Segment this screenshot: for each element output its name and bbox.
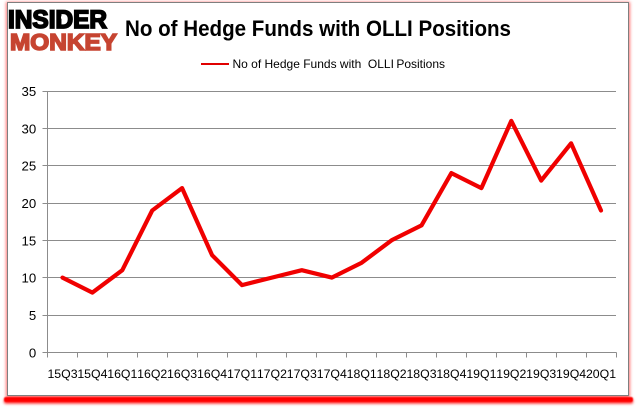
svg-text:18Q2: 18Q2 bbox=[377, 367, 407, 381]
svg-text:15Q4: 15Q4 bbox=[77, 367, 107, 381]
svg-text:18Q3: 18Q3 bbox=[406, 367, 436, 381]
svg-text:35: 35 bbox=[22, 84, 37, 99]
svg-text:20: 20 bbox=[22, 196, 37, 211]
svg-text:30: 30 bbox=[22, 121, 37, 136]
svg-text:18Q4: 18Q4 bbox=[436, 367, 466, 381]
svg-text:17Q1: 17Q1 bbox=[227, 367, 257, 381]
svg-text:25: 25 bbox=[22, 159, 37, 174]
svg-text:16Q2: 16Q2 bbox=[137, 367, 167, 381]
svg-text:18Q1: 18Q1 bbox=[347, 367, 377, 381]
svg-text:19Q2: 19Q2 bbox=[496, 367, 526, 381]
svg-text:17Q2: 17Q2 bbox=[257, 367, 287, 381]
svg-text:15: 15 bbox=[22, 233, 37, 248]
svg-text:15Q3: 15Q3 bbox=[47, 367, 77, 381]
svg-text:5: 5 bbox=[29, 308, 36, 323]
svg-text:17Q4: 17Q4 bbox=[317, 367, 347, 381]
svg-text:16Q1: 16Q1 bbox=[107, 367, 137, 381]
svg-text:16Q4: 16Q4 bbox=[197, 367, 227, 381]
svg-text:16Q3: 16Q3 bbox=[167, 367, 197, 381]
svg-text:0: 0 bbox=[29, 345, 36, 360]
svg-text:20Q1: 20Q1 bbox=[586, 367, 616, 381]
svg-text:19Q1: 19Q1 bbox=[466, 367, 496, 381]
svg-text:17Q3: 17Q3 bbox=[287, 367, 317, 381]
svg-text:10: 10 bbox=[22, 271, 37, 286]
svg-text:19Q3: 19Q3 bbox=[526, 367, 556, 381]
svg-text:19Q4: 19Q4 bbox=[556, 367, 586, 381]
